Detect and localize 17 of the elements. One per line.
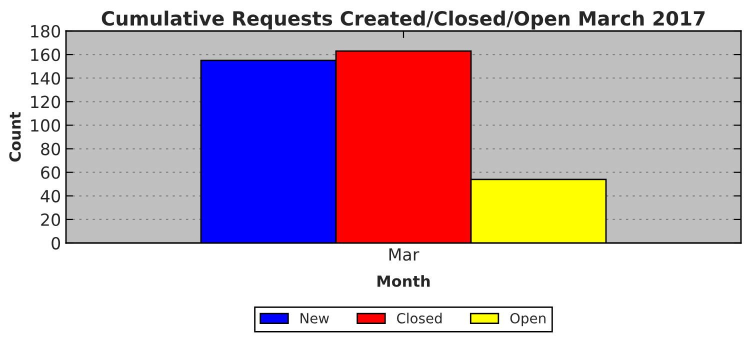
y-axis-title: Count [9, 112, 21, 162]
y-tick-label: 20 [41, 213, 60, 226]
x-axis-title: Month [378, 275, 430, 287]
chart-title: Cumulative Requests Created/Closed/Open March 2017 [102, 10, 705, 30]
y-tick-label: 180 [31, 24, 60, 38]
y-tick-label: 100 [31, 119, 60, 132]
y-tick-label: 40 [40, 190, 60, 202]
y-tick-label: 140 [31, 72, 60, 85]
y-tick-label: 160 [31, 48, 60, 62]
legend-label: New [300, 313, 329, 324]
legend-label: Closed [396, 312, 442, 324]
y-tick-label: 120 [31, 96, 60, 108]
y-tick-label: 80 [41, 142, 60, 156]
y-tick-label: 0 [52, 236, 60, 250]
y-tick-label: 60 [41, 166, 60, 179]
x-tick-label: Mar [389, 248, 420, 261]
legend-label: Open [510, 312, 546, 326]
